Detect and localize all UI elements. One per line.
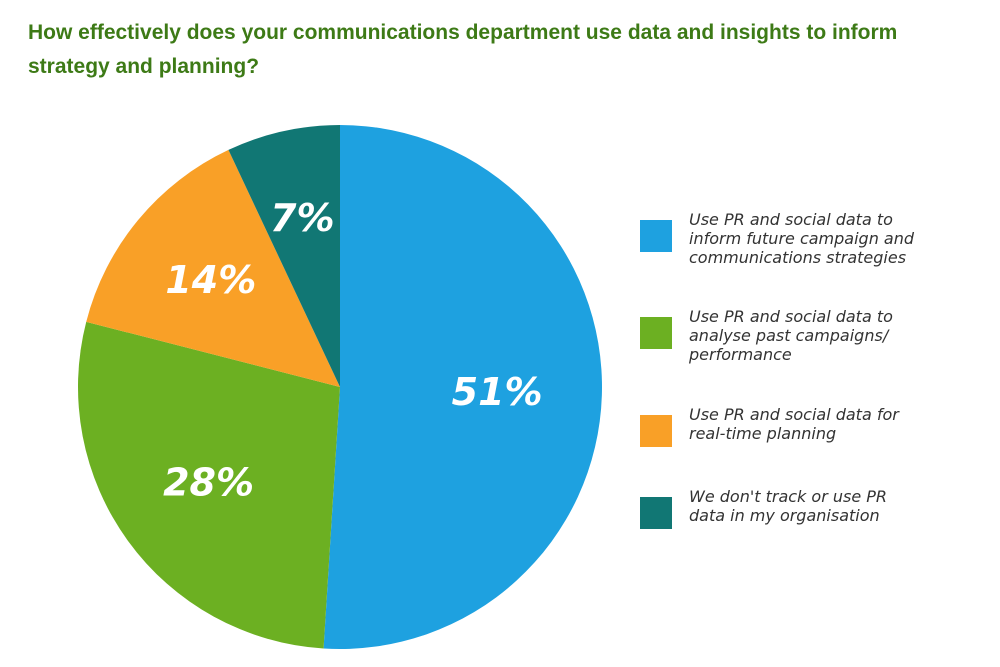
pie-slice-value-label: 51%	[452, 370, 543, 414]
pie-labels: 51% 28% 14% 7%	[163, 196, 543, 504]
legend-label: We don't track or use PR data in my orga…	[689, 487, 949, 525]
legend-label: Use PR and social data for real-time pla…	[689, 405, 949, 443]
pie-slice-no-tracking	[228, 125, 340, 387]
legend-item-past-campaigns: Use PR and social data to analyse past c…	[640, 307, 949, 364]
pie-slice-real-time-planning	[86, 149, 341, 387]
pie-slices	[77, 125, 602, 649]
legend-swatch-orange	[640, 415, 672, 447]
legend-line: inform future campaign and	[689, 229, 915, 248]
legend-line: performance	[689, 345, 792, 364]
legend-line: data in my organisation	[689, 506, 880, 525]
legend-line: We don't track or use PR	[689, 487, 888, 506]
legend-label: Use PR and social data to inform future …	[689, 210, 949, 267]
legend-line: Use PR and social data to	[689, 210, 893, 229]
pie-slice-future-strategies	[323, 125, 602, 649]
legend-swatch-green	[640, 317, 672, 349]
legend-swatch-blue	[640, 220, 672, 252]
legend-swatch-teal	[640, 497, 672, 529]
pie-slice-value-label: 14%	[165, 258, 256, 302]
pie-slice-value-label: 7%	[270, 196, 335, 240]
legend-line: Use PR and social data for	[689, 405, 899, 424]
pie-slice-past-campaigns	[77, 321, 340, 649]
legend-label: Use PR and social data to analyse past c…	[689, 307, 949, 364]
legend-line: analyse past campaigns/	[689, 326, 889, 345]
pie-slice-value-label: 28%	[163, 460, 254, 504]
legend-line: Use PR and social data to	[689, 307, 893, 326]
legend-line: communications strategies	[689, 248, 907, 267]
legend-line: real-time planning	[689, 424, 837, 443]
legend-item-real-time-planning: Use PR and social data for real-time pla…	[640, 405, 949, 447]
legend-item-no-tracking: We don't track or use PR data in my orga…	[640, 487, 949, 529]
chart-title: How effectively does your communications…	[28, 21, 898, 78]
legend-item-future-strategies: Use PR and social data to inform future …	[640, 210, 949, 267]
